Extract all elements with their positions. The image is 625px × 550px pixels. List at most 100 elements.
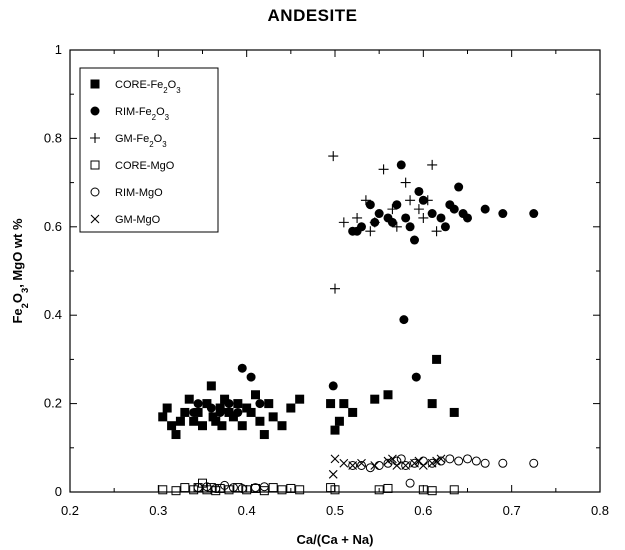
data-point [370,461,380,470]
data-point [251,483,260,493]
data-point [277,485,287,495]
data-point [228,412,238,422]
data-point [215,407,225,417]
data-point [338,217,349,228]
data-point [427,486,437,496]
axis-ticks: 0.2 0.3 0.4 0.5 0.6 0.7 0.8 0 0.2 0.4 0.6 0.8 1 [44,42,609,518]
data-point [463,213,472,223]
data-point [167,421,177,431]
data-point [378,164,389,175]
data-point [396,160,406,170]
data-point [454,182,464,192]
data-point [370,394,380,404]
data-point [374,209,384,219]
data-point [189,416,199,426]
data-point [388,454,397,464]
data-point [463,454,472,464]
data-point [237,483,247,493]
data-point [246,407,256,417]
legend-marker [90,214,100,224]
data-point [330,454,340,464]
data-point [357,222,366,232]
data-point [277,421,287,431]
data-point [175,416,185,426]
y-axis-title: Fe2O3, MgO wt % [10,218,30,324]
data-point [401,460,411,470]
data-point [228,483,238,493]
data-point [211,416,221,426]
data-point [396,454,406,464]
y-tick-label: 0.8 [44,130,62,145]
data-point [418,485,428,495]
data-point [206,381,216,391]
legend-box [79,67,219,233]
data-point [432,354,442,364]
data-point [215,483,225,493]
data-point [405,478,415,488]
data-point [387,204,398,215]
data-point [189,407,199,417]
legend-marker [90,106,100,116]
data-point [246,372,256,382]
data-point [427,458,437,468]
data-point [264,399,274,409]
data-point [529,209,539,219]
data-point [357,460,366,470]
chart-title: ANDESITE [267,6,358,25]
data-point [206,403,216,413]
data-point [387,217,397,227]
data-point [392,461,402,470]
data-point [224,399,234,409]
data-point [158,412,168,422]
data-point [286,403,296,413]
data-point [339,458,349,468]
data-point [383,456,393,466]
legend-label: GM-MgO [115,214,161,226]
data-point [383,483,393,493]
data-point [418,461,428,470]
legend-label: RIM-MgO [115,187,163,199]
data-point [180,483,190,493]
data-point [171,486,181,496]
data-point [410,458,419,468]
data-point [440,222,450,232]
data-point [158,485,168,495]
data-point [418,212,429,223]
data-point [180,407,190,417]
data-point [330,485,340,495]
data-point [498,209,508,219]
data-point [431,226,442,237]
data-point [330,425,340,435]
data-point [202,482,212,492]
data-point [498,458,508,468]
data-point [374,460,384,470]
data-point [348,407,358,417]
y-tick-label: 0.6 [44,219,62,234]
data-point [193,483,203,493]
data-point [436,454,446,464]
data-point [399,315,409,325]
x-tick-label: 0.8 [591,503,609,518]
y-tick-label: 1 [55,42,62,57]
data-point [445,454,455,464]
data-point [259,486,269,496]
y-tick-label: 0.4 [44,307,62,322]
data-point [471,456,481,466]
data-point [242,485,252,495]
data-point [233,399,243,409]
data-point [220,394,230,404]
data-point [217,421,227,431]
data-point [255,416,265,426]
data-point [193,399,203,409]
data-point [259,430,269,440]
data-point [268,483,278,493]
data-point [357,458,366,468]
data-point [326,399,336,409]
data-point [414,186,424,196]
data-point [392,200,402,210]
legend-marker [90,133,100,143]
x-tick-label: 0.4 [238,503,256,518]
data-point [422,195,433,206]
data-point [233,407,243,417]
data-point [391,221,402,232]
